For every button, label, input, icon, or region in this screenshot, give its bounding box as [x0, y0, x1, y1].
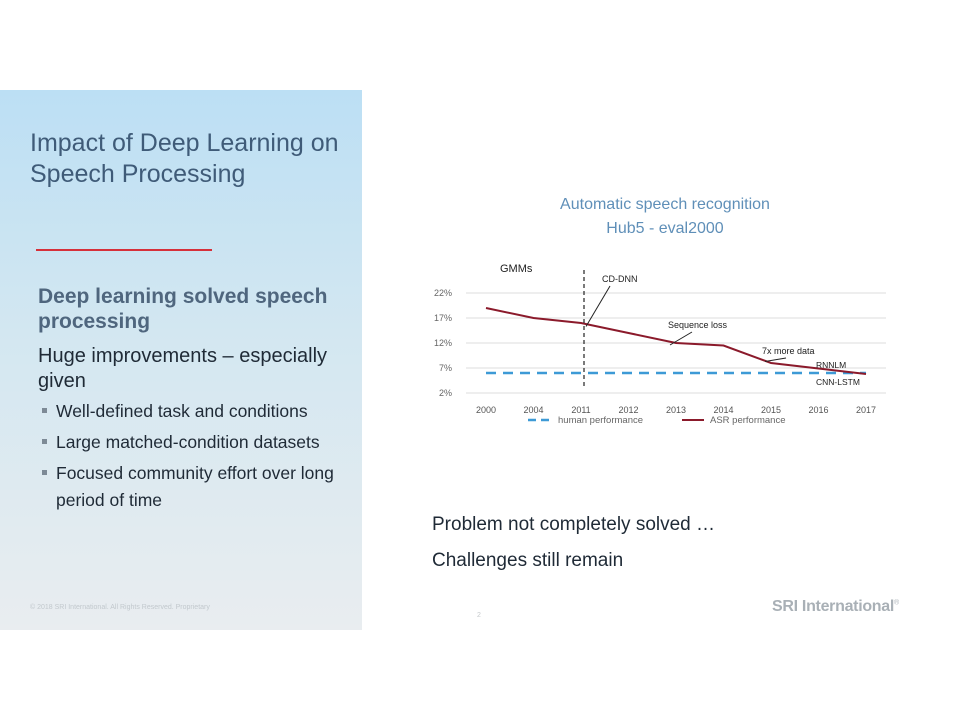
x-tick-label: 2013: [666, 405, 686, 415]
annotation-cd-dnn: CD-DNN: [602, 274, 638, 284]
chart-subtitle: Hub5 - eval2000: [606, 220, 724, 237]
legend-label-human: human performance: [558, 415, 643, 426]
page-number: 2: [477, 612, 481, 619]
logo-registered-mark: ®: [894, 599, 899, 607]
y-tick-label: 22%: [434, 288, 452, 298]
y-tick-label: 2%: [439, 388, 452, 398]
bullet-item: Well-defined task and conditions: [40, 398, 350, 425]
cd-dnn-arrow: [585, 285, 611, 327]
sequence-loss-arrow: [669, 331, 693, 346]
bullet-square-icon: [42, 439, 47, 444]
annotation-cnn-lstm: CNN-LSTM: [816, 377, 860, 387]
sri-logo: SRI International®: [772, 598, 899, 616]
bullet-square-icon: [42, 408, 47, 413]
section-subheading: Huge improvements – especially given: [38, 345, 328, 392]
more-data-arrow: [764, 357, 787, 362]
x-tick-label: 2012: [618, 405, 638, 415]
copyright-notice: © 2018 SRI International. All Rights Res…: [30, 604, 210, 611]
slide-title: Impact of Deep Learning on Speech Proces…: [30, 129, 339, 188]
x-tick-label: 2017: [856, 405, 876, 415]
asr-performance-line: [485, 307, 867, 375]
annotation-sequence-loss: Sequence loss: [668, 320, 728, 330]
right-line-2: Challenges still remain: [432, 550, 624, 571]
title-underline: [36, 249, 212, 251]
right-line-1: Problem not completely solved …: [432, 514, 716, 535]
bullet-list: Well-defined task and conditions Large m…: [40, 398, 350, 518]
legend-label-asr: ASR performance: [710, 415, 786, 426]
bullet-item: Focused community effort over long perio…: [40, 460, 350, 514]
x-tick-label: 2004: [523, 405, 543, 415]
x-tick-label: 2000: [476, 405, 496, 415]
chart-plot: 22% 17% 12% 7% 2% 2000 2004 2011 2012 2013 2014 201…: [434, 263, 886, 426]
bullet-text: Well-defined task and conditions: [56, 401, 308, 421]
x-tick-label: 2011: [571, 405, 590, 415]
bullet-item: Large matched-condition datasets: [40, 429, 350, 456]
annotation-gmms: GMMs: [500, 263, 533, 275]
bullet-text: Focused community effort over long perio…: [56, 463, 334, 510]
bullet-text: Large matched-condition datasets: [56, 432, 320, 452]
y-tick-label: 7%: [439, 363, 452, 373]
x-tick-label: 2014: [713, 405, 733, 415]
y-tick-label: 12%: [434, 338, 452, 348]
annotation-more-data: 7x more data: [762, 346, 815, 356]
chart-title: Automatic speech recognition: [560, 196, 770, 213]
annotation-rnnlm: RNNLM: [816, 360, 846, 370]
x-tick-label: 2016: [808, 405, 828, 415]
section-heading: Deep learning solved speech processing: [38, 285, 328, 333]
bullet-square-icon: [42, 470, 47, 475]
wer-chart: Automatic speech recognition Hub5 - eval…: [420, 190, 910, 440]
x-tick-label: 2015: [761, 405, 781, 415]
y-tick-label: 17%: [434, 313, 452, 323]
left-panel: Impact of Deep Learning on Speech Proces…: [0, 90, 362, 630]
logo-text: SRI International: [772, 598, 895, 615]
